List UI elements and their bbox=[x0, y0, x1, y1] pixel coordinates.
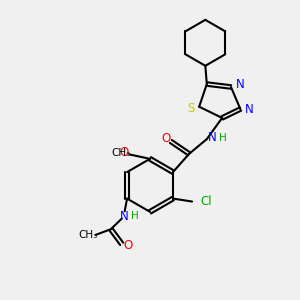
Text: CH₃: CH₃ bbox=[78, 230, 98, 240]
Text: N: N bbox=[120, 210, 128, 223]
Text: N: N bbox=[245, 103, 254, 116]
Text: CH₃: CH₃ bbox=[111, 148, 130, 158]
Text: H: H bbox=[219, 133, 226, 142]
Text: S: S bbox=[187, 102, 195, 115]
Text: O: O bbox=[119, 146, 129, 159]
Text: N: N bbox=[208, 131, 217, 144]
Text: Cl: Cl bbox=[200, 195, 212, 208]
Text: O: O bbox=[123, 239, 132, 252]
Text: O: O bbox=[161, 132, 170, 145]
Text: H: H bbox=[131, 211, 139, 221]
Text: N: N bbox=[236, 78, 244, 91]
